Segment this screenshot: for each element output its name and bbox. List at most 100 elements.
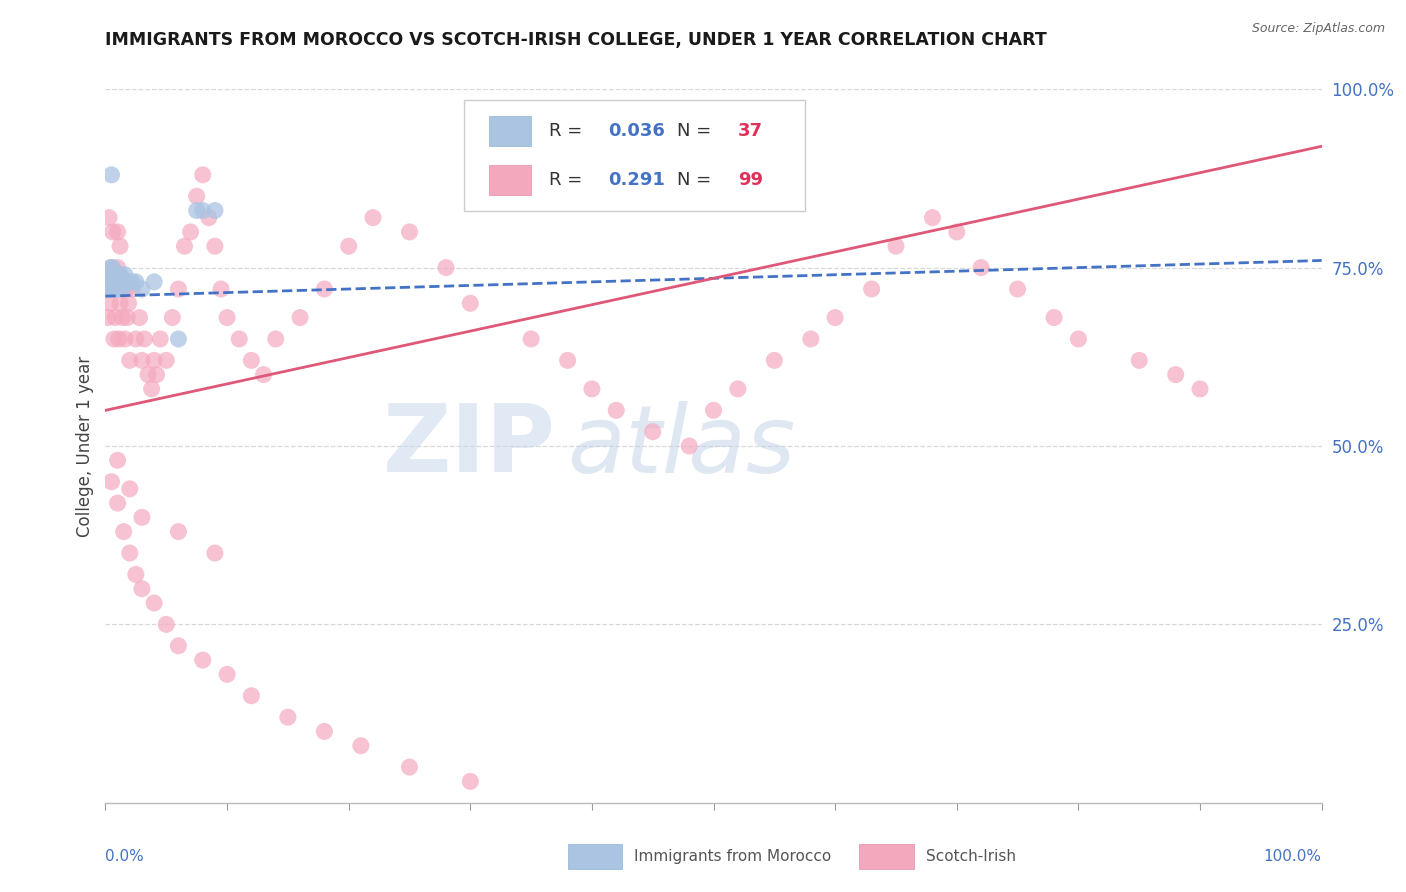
Text: N =: N =	[678, 171, 717, 189]
Point	[763, 353, 786, 368]
Point	[350, 739, 373, 753]
Point	[103, 275, 125, 289]
Point	[105, 275, 128, 289]
Point	[1007, 282, 1029, 296]
Point	[217, 667, 239, 681]
Point	[1067, 332, 1090, 346]
Point	[131, 282, 153, 296]
Point	[167, 524, 190, 539]
Point	[98, 275, 121, 289]
Point	[97, 275, 120, 289]
Point	[117, 296, 139, 310]
Point	[131, 510, 153, 524]
Point	[921, 211, 943, 225]
Point	[191, 168, 214, 182]
Point	[112, 524, 135, 539]
Point	[520, 332, 543, 346]
Point	[204, 203, 226, 218]
Point	[605, 403, 627, 417]
Point	[118, 482, 141, 496]
Point	[107, 225, 129, 239]
Point	[100, 475, 122, 489]
Text: 0.291: 0.291	[607, 171, 665, 189]
Point	[105, 282, 128, 296]
Point	[361, 211, 384, 225]
Point	[314, 282, 336, 296]
Text: ZIP: ZIP	[382, 400, 555, 492]
Point	[180, 225, 202, 239]
Point	[264, 332, 287, 346]
FancyBboxPatch shape	[464, 100, 804, 211]
Point	[143, 596, 166, 610]
Point	[217, 310, 239, 325]
Point	[101, 260, 124, 275]
Point	[641, 425, 664, 439]
Text: 0.0%: 0.0%	[105, 849, 145, 863]
Point	[103, 282, 125, 296]
Point	[100, 168, 122, 182]
Point	[108, 268, 131, 282]
Point	[860, 282, 883, 296]
Point	[104, 310, 127, 325]
Point	[121, 282, 143, 296]
Point	[204, 239, 226, 253]
Point	[277, 710, 299, 724]
Point	[167, 639, 190, 653]
Text: 37: 37	[738, 121, 763, 139]
Text: atlas: atlas	[568, 401, 796, 491]
Point	[97, 310, 120, 325]
Point	[800, 332, 823, 346]
Point	[100, 260, 122, 275]
Point	[104, 268, 127, 282]
Point	[107, 260, 129, 275]
Point	[125, 567, 148, 582]
Point	[191, 653, 214, 667]
Point	[131, 582, 153, 596]
Point	[108, 239, 131, 253]
Text: Scotch-Irish: Scotch-Irish	[927, 849, 1017, 863]
Point	[145, 368, 167, 382]
Point	[118, 275, 141, 289]
Point	[240, 689, 263, 703]
Point	[112, 275, 135, 289]
Point	[824, 310, 846, 325]
Point	[98, 282, 121, 296]
Point	[1128, 353, 1150, 368]
Text: IMMIGRANTS FROM MOROCCO VS SCOTCH-IRISH COLLEGE, UNDER 1 YEAR CORRELATION CHART: IMMIGRANTS FROM MOROCCO VS SCOTCH-IRISH …	[105, 31, 1047, 49]
Text: Source: ZipAtlas.com: Source: ZipAtlas.com	[1251, 22, 1385, 36]
Text: 99: 99	[738, 171, 763, 189]
Point	[118, 546, 141, 560]
Point	[1164, 368, 1187, 382]
Text: 0.036: 0.036	[607, 121, 665, 139]
Point	[167, 282, 190, 296]
Point	[945, 225, 967, 239]
Point	[111, 282, 134, 296]
Point	[557, 353, 579, 368]
Point	[155, 353, 177, 368]
Point	[96, 282, 118, 296]
Point	[98, 296, 121, 310]
Point	[191, 203, 214, 218]
Point	[111, 310, 134, 325]
Point	[107, 453, 129, 467]
Point	[117, 310, 139, 325]
Point	[337, 239, 360, 253]
Point	[1189, 382, 1212, 396]
Point	[115, 282, 138, 296]
Point	[114, 332, 136, 346]
Text: R =: R =	[550, 121, 588, 139]
Point	[103, 268, 125, 282]
Point	[458, 774, 481, 789]
Point	[198, 211, 221, 225]
Point	[134, 332, 156, 346]
Point	[970, 260, 993, 275]
Point	[434, 260, 457, 275]
Bar	[859, 844, 914, 869]
Point	[121, 275, 143, 289]
Point	[128, 310, 150, 325]
Point	[398, 760, 420, 774]
Point	[581, 382, 603, 396]
Point	[141, 382, 163, 396]
Bar	[568, 844, 623, 869]
Point	[136, 368, 159, 382]
